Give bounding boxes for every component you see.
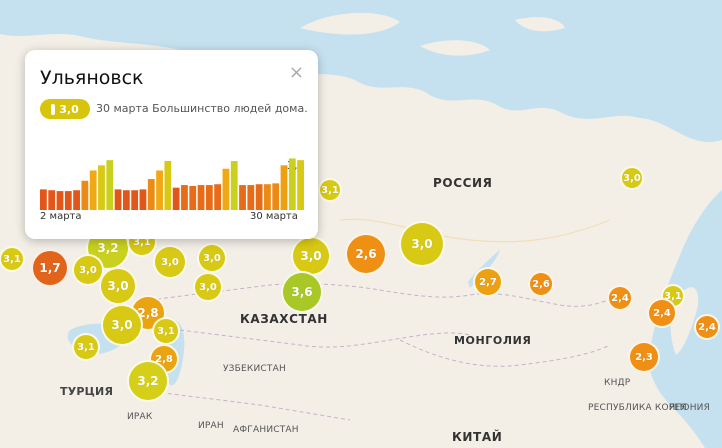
chart-bar[interactable] — [272, 183, 280, 210]
close-icon[interactable]: × — [288, 62, 304, 83]
label-china: КИТАЙ — [452, 430, 503, 444]
chart-bar[interactable] — [131, 190, 139, 210]
city-marker[interactable]: 3,0 — [193, 272, 223, 302]
label-mongolia: МОНГОЛИЯ — [454, 334, 532, 347]
index-badge: 3,0 — [40, 99, 90, 119]
chart-bar[interactable] — [247, 185, 255, 210]
city-marker[interactable]: 3,1 — [152, 317, 180, 345]
chart-bar[interactable] — [280, 165, 288, 210]
chart-bar[interactable] — [222, 168, 230, 210]
label-south-korea: РЕСПУБЛИКА КОРЕЯ — [588, 403, 687, 413]
chart-bar[interactable] — [56, 191, 64, 210]
city-popup: Ульяновск × 3,0 30 марта Большинство люд… — [25, 50, 318, 239]
chart-bar[interactable] — [214, 184, 222, 210]
chart-bar[interactable] — [73, 190, 80, 210]
chart-bar[interactable] — [288, 158, 296, 210]
chart-bar[interactable] — [48, 190, 56, 210]
city-marker[interactable]: 3,6 — [281, 271, 323, 313]
chart-start-label: 2 марта — [40, 211, 82, 222]
chart-bar[interactable] — [197, 185, 205, 210]
chart-bar[interactable] — [89, 170, 97, 210]
chart-bar[interactable] — [239, 185, 246, 210]
island — [420, 40, 490, 56]
chart-bar[interactable] — [147, 179, 155, 210]
chart-bar[interactable] — [172, 187, 180, 210]
chart-bar[interactable] — [297, 160, 304, 210]
border-line — [399, 339, 611, 367]
chart-bar[interactable] — [255, 184, 263, 210]
popup-city-title: Ульяновск — [40, 67, 144, 89]
city-marker[interactable]: 2,6 — [528, 271, 554, 297]
chart-bar[interactable] — [189, 185, 197, 210]
chart-end-label: 30 марта — [250, 211, 298, 222]
city-marker[interactable]: 3,0 — [153, 245, 187, 279]
road — [339, 218, 611, 243]
city-marker[interactable]: 3,1 — [318, 178, 342, 202]
label-turkey: ТУРЦИЯ — [60, 385, 114, 398]
city-marker[interactable]: 2,4 — [647, 298, 677, 328]
island — [515, 17, 565, 32]
city-marker[interactable]: 3,0 — [620, 166, 644, 190]
city-marker[interactable]: 3,0 — [291, 236, 331, 276]
label-north-korea: КНДР — [604, 378, 631, 388]
chart-bar[interactable] — [181, 185, 188, 210]
city-marker[interactable]: 2,7 — [473, 267, 503, 297]
label-kazakhstan: КАЗАХСТАН — [240, 312, 328, 326]
border-line — [179, 329, 471, 348]
chart-bar[interactable] — [64, 191, 72, 210]
city-marker[interactable]: 2,4 — [694, 314, 720, 340]
chart-bar[interactable] — [122, 190, 130, 210]
label-iran: ИРАН — [198, 421, 224, 431]
chart-bar[interactable] — [205, 185, 213, 210]
island — [300, 12, 400, 35]
city-marker[interactable]: 3,1 — [72, 333, 100, 361]
label-iraq: ИРАК — [127, 412, 153, 422]
badge-value: 3,0 — [59, 102, 79, 116]
chart-bar[interactable] — [81, 180, 89, 210]
city-marker[interactable]: 3,0 — [101, 304, 143, 346]
city-marker[interactable]: 3,0 — [399, 221, 445, 267]
person-icon — [51, 103, 56, 115]
label-afghanistan: АФГАНИСТАН — [233, 425, 299, 435]
city-marker[interactable]: 2,6 — [345, 233, 387, 275]
chart-bar[interactable] — [164, 161, 172, 210]
border-line — [139, 389, 351, 421]
chart-bar[interactable] — [139, 189, 147, 210]
city-marker[interactable]: 2,4 — [607, 285, 633, 311]
chart-bar[interactable] — [230, 161, 238, 210]
popup-description: 30 марта Большинство людей дома. — [96, 102, 308, 115]
city-marker[interactable]: 2,3 — [628, 341, 660, 373]
city-marker[interactable]: 3,0 — [72, 254, 104, 286]
city-marker[interactable]: 3,1 — [0, 246, 25, 272]
label-japan: ЯПОНИЯ — [669, 403, 711, 413]
chart-bar[interactable] — [156, 170, 163, 210]
chart-bar[interactable] — [106, 160, 114, 210]
city-marker[interactable]: 3,2 — [127, 360, 169, 402]
chart-bar[interactable] — [264, 184, 271, 210]
self-isolation-bar-chart — [40, 158, 304, 210]
arctic-ocean — [0, 0, 722, 143]
chart-bar[interactable] — [98, 165, 105, 210]
chart-bar[interactable] — [114, 189, 122, 210]
city-marker[interactable]: 3,0 — [197, 243, 227, 273]
border-line — [149, 283, 631, 307]
city-marker[interactable]: 1,7 — [31, 249, 69, 287]
label-russia: РОССИЯ — [433, 176, 493, 190]
city-marker[interactable]: 3,0 — [99, 267, 137, 305]
chart-bar[interactable] — [40, 189, 47, 210]
label-uzbekistan: УЗБЕКИСТАН — [223, 364, 286, 374]
